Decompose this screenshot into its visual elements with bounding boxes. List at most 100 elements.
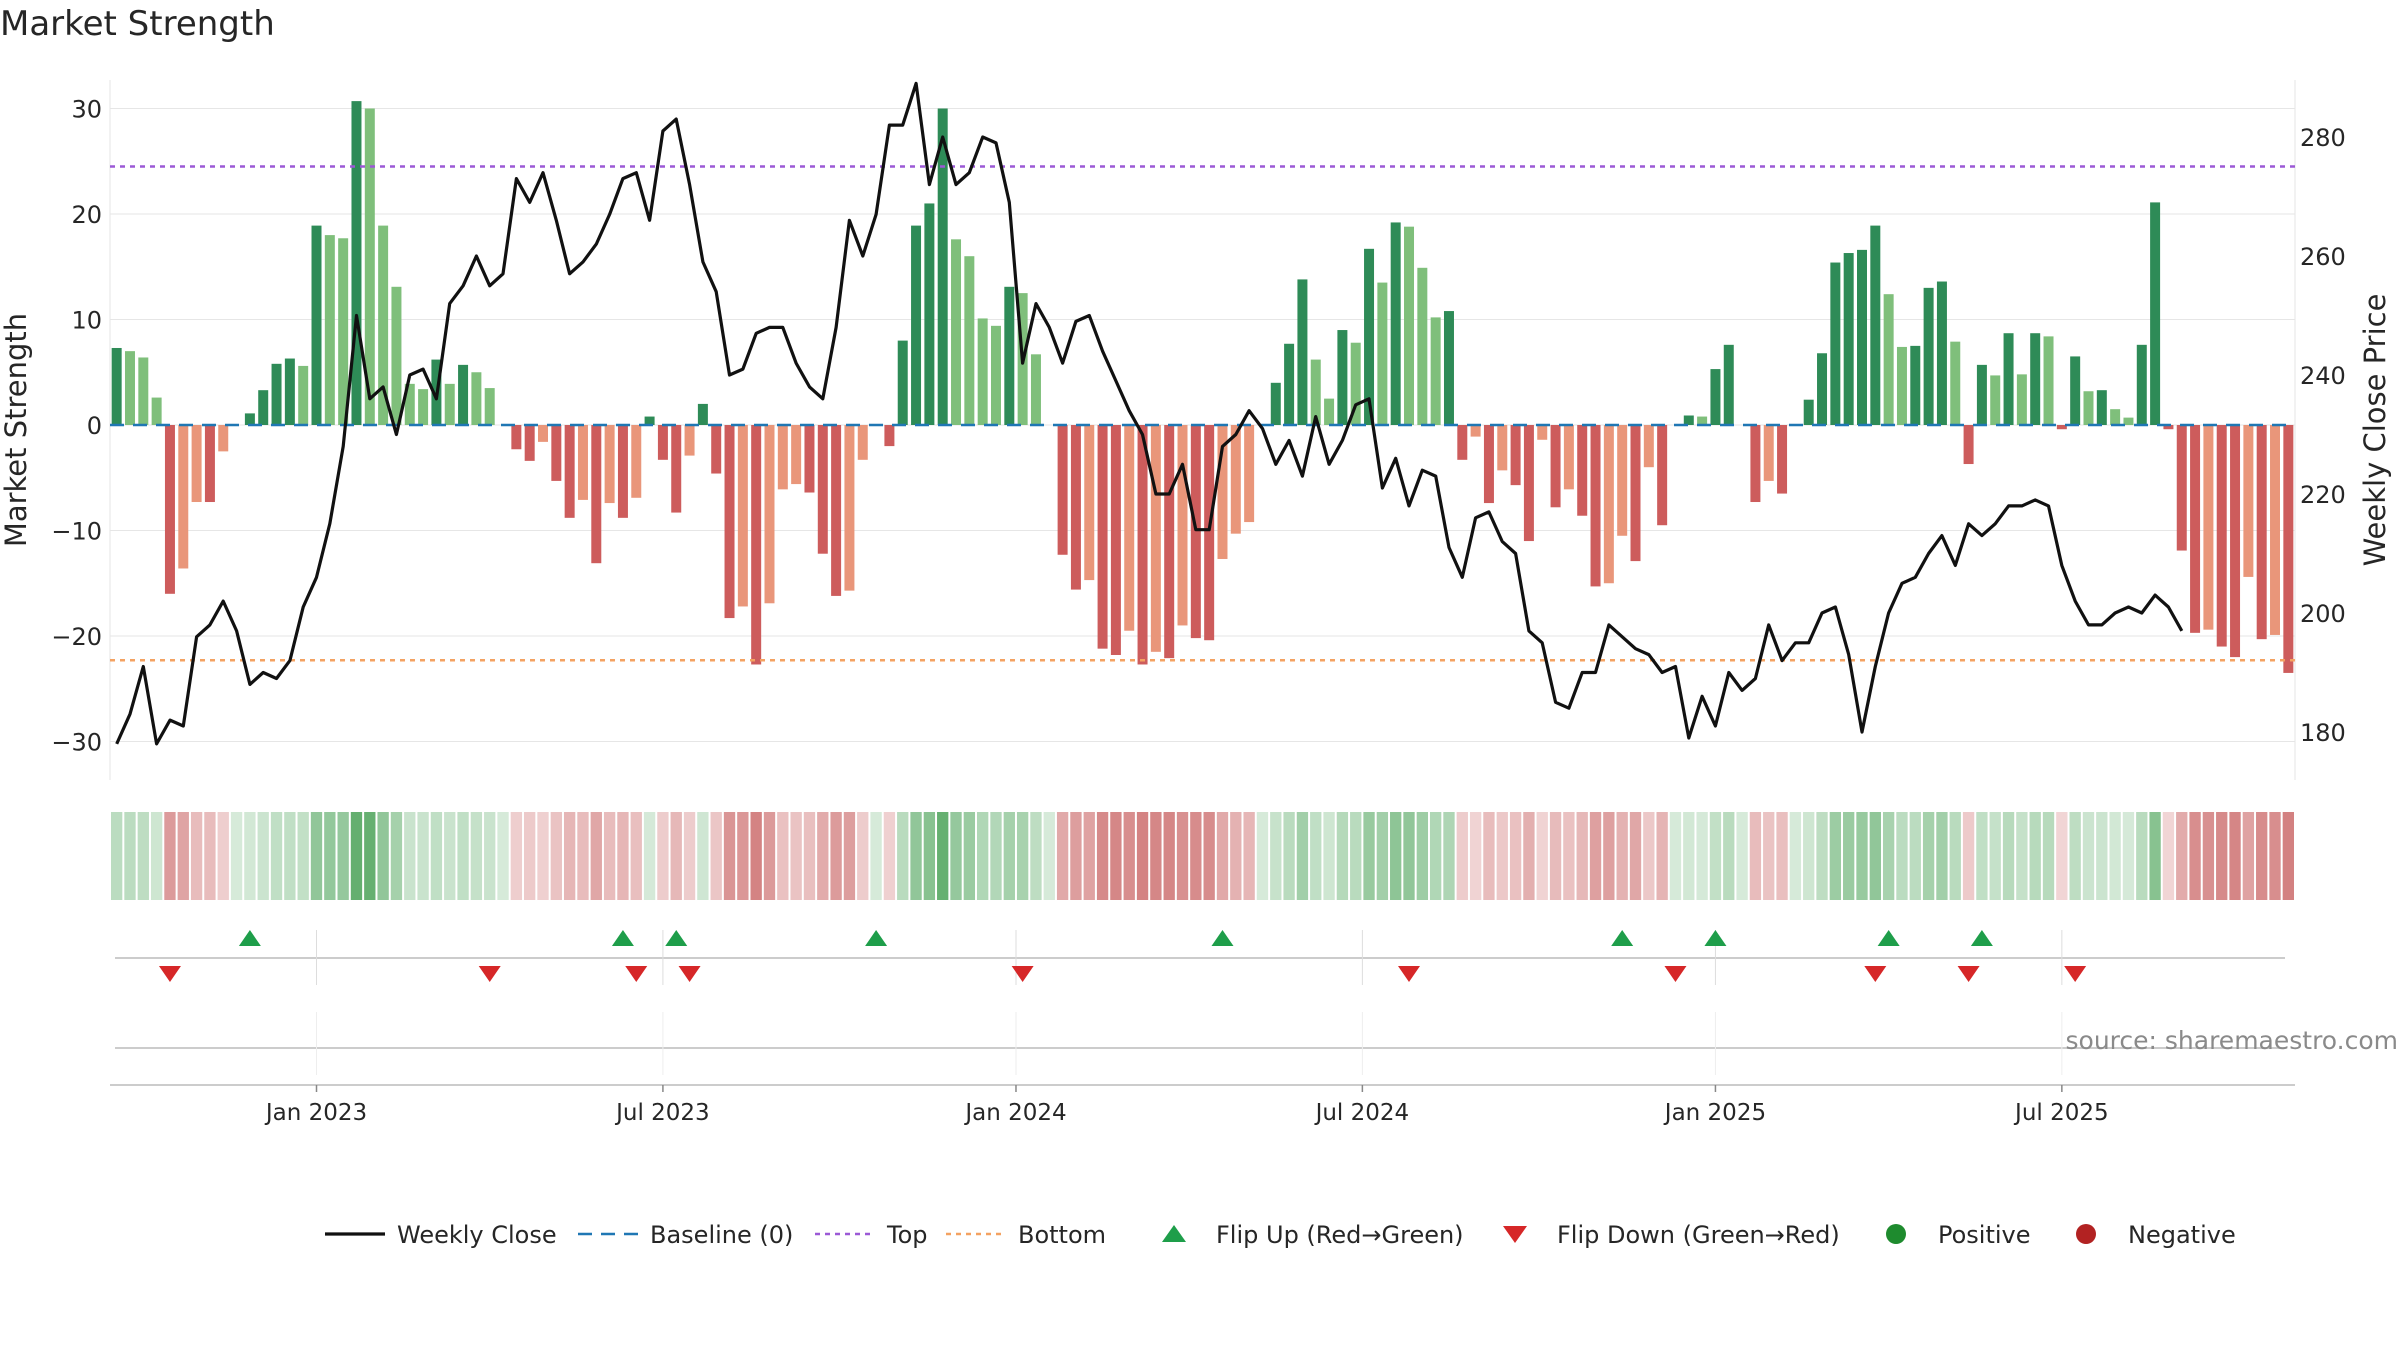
legend-swatch (2076, 1224, 2096, 1244)
strength-bar (1350, 342, 1361, 425)
legend-label: Flip Up (Red→Green) (1216, 1221, 1464, 1249)
weekly-close-layer (115, 81, 2184, 746)
strength-bar (2216, 425, 2227, 647)
strength-bar (777, 425, 788, 490)
strength-bar (1683, 415, 1694, 425)
strip-cell (763, 812, 776, 900)
flip-down-marker (478, 966, 501, 982)
strength-bar (258, 390, 269, 425)
strip-cell (244, 812, 256, 900)
legend-item-close: Weekly Close (325, 1221, 557, 1249)
strip-cell (2242, 812, 2255, 900)
flip-down-marker (1011, 966, 1034, 982)
strength-bar (884, 425, 895, 447)
flip-down-marker (1398, 966, 1421, 982)
strength-bar (1310, 359, 1321, 425)
strip-cell (1949, 812, 1961, 900)
strength-bar (564, 425, 575, 518)
strip-cell (1669, 812, 1682, 900)
strip-cell (2096, 812, 2108, 900)
strip-cell (2002, 812, 2015, 900)
y-tick-label: 30 (71, 96, 102, 124)
legend-swatch (1162, 1225, 1186, 1242)
strength-bars (111, 101, 2294, 673)
strip-cell (1203, 812, 1215, 900)
strength-bar (1803, 399, 1814, 425)
flip-up-marker (1877, 930, 1900, 946)
x-tick-label: Jul 2023 (614, 1100, 710, 1126)
strip-cell (1456, 812, 1468, 900)
strip-cell (1749, 812, 1762, 900)
strength-bar (1270, 382, 1281, 425)
strip-cell (697, 812, 709, 900)
strength-bar (2003, 333, 2014, 425)
strip-cell (777, 812, 789, 900)
strip-cell (1216, 812, 1229, 900)
strip-cell (1856, 812, 1868, 900)
strip-cell (124, 812, 136, 900)
strip-cell (2029, 812, 2041, 900)
strip-cell (1962, 812, 1975, 900)
strip-cell (270, 812, 283, 900)
flip-up-marker (238, 930, 261, 946)
x-tick-label: Jan 2024 (963, 1100, 1066, 1126)
strength-bar (391, 286, 402, 425)
legend-item-negative: Negative (2076, 1221, 2236, 1249)
y-tick-label: 20 (71, 201, 102, 229)
legend-label: Baseline (0) (650, 1221, 793, 1249)
strip-cell (1190, 812, 1202, 900)
strip-cell (1936, 812, 1948, 900)
strength-bar (1910, 345, 1921, 425)
strip-cell (177, 812, 189, 900)
strip-cell (857, 812, 869, 900)
strip-cell (1536, 812, 1548, 900)
strength-color-strip (111, 812, 2294, 900)
strip-cell (1603, 812, 1615, 900)
strength-bar (1497, 425, 1508, 471)
strip-cell (937, 812, 949, 900)
strip-cell (1629, 812, 1642, 900)
strip-cell (230, 812, 243, 900)
strip-cell (470, 812, 483, 900)
y-tick-label: −10 (51, 518, 102, 546)
legend-label: Weekly Close (397, 1221, 557, 1249)
flip-down-marker (2064, 966, 2087, 982)
y-tick-label: 0 (87, 412, 102, 440)
strength-bar (404, 383, 415, 425)
strip-cell (111, 812, 123, 900)
strength-bar (2083, 391, 2094, 425)
strip-cell (350, 812, 363, 900)
strip-cell (1829, 812, 1842, 900)
strength-bar (1777, 425, 1788, 494)
strength-bar (1830, 262, 1841, 425)
strip-cell (603, 812, 616, 900)
flip-down-marker (1864, 966, 1887, 982)
legend-label: Positive (1938, 1221, 2031, 1249)
strip-cell (2216, 812, 2228, 900)
strength-bar (1084, 425, 1095, 581)
strength-bar (1244, 425, 1255, 523)
strip-cell (510, 812, 523, 900)
strength-bar (1164, 425, 1175, 659)
strip-cell (1003, 812, 1015, 900)
strength-bar (338, 238, 349, 425)
strip-cell (643, 812, 656, 900)
strength-bar (138, 357, 149, 425)
strip-cell (1363, 812, 1375, 900)
strip-cell (297, 812, 309, 900)
strength-bar (444, 383, 455, 425)
strip-cell (137, 812, 149, 900)
strip-cell (1429, 812, 1442, 900)
strength-bar (911, 225, 922, 425)
strip-cell (2016, 812, 2028, 900)
legend-label: Top (886, 1221, 928, 1249)
strength-bar (1563, 425, 1574, 490)
strip-cell (843, 812, 856, 900)
strength-bar (737, 425, 748, 607)
strength-bar (1750, 425, 1761, 503)
strength-bar (817, 425, 828, 554)
strength-bar (1070, 425, 1081, 590)
strength-bar (2163, 425, 2174, 430)
strength-bar (218, 425, 229, 452)
